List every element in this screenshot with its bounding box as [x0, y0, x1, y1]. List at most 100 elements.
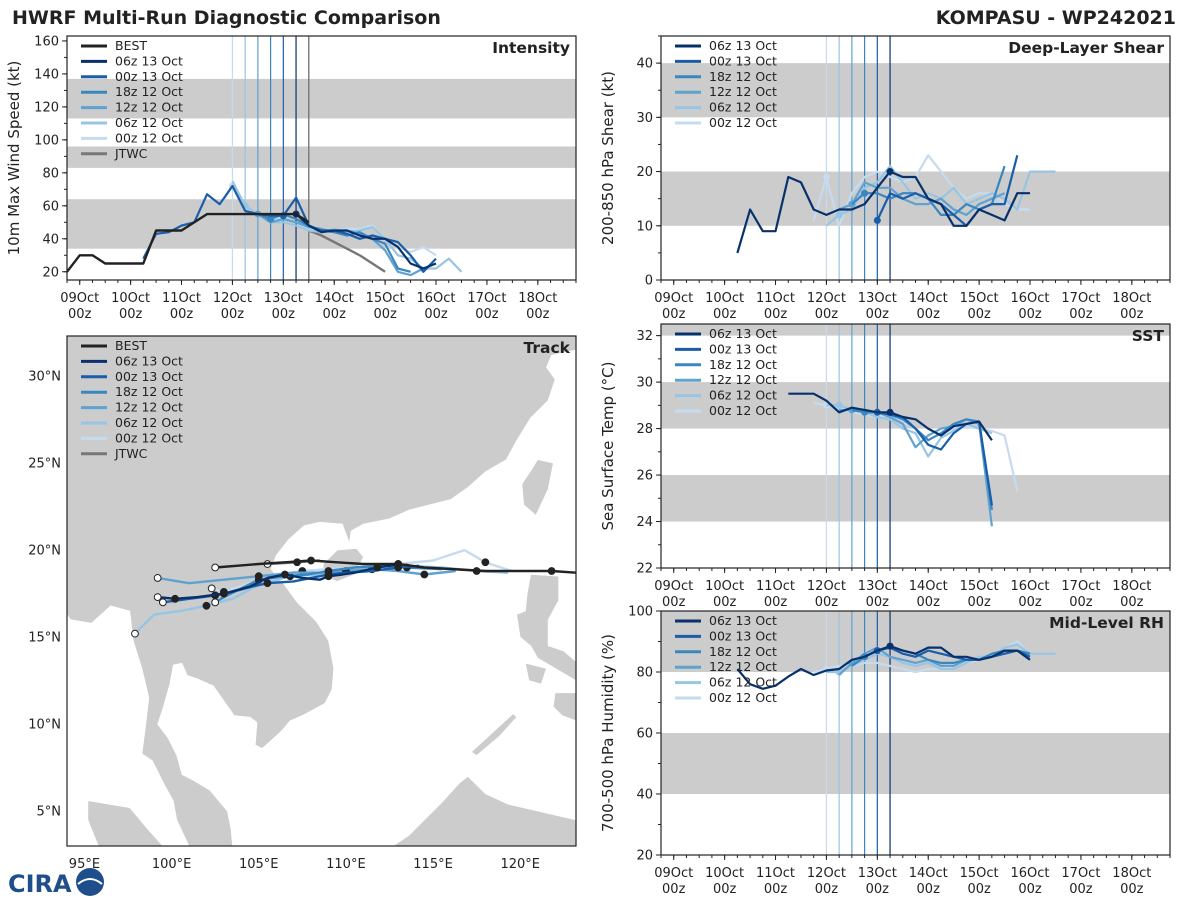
x-tick-label-date: 14Oct — [315, 291, 354, 306]
taiwan-island — [521, 459, 554, 516]
x-tick-label-date: 13Oct — [264, 291, 303, 306]
x-tick-label-date: 14Oct — [909, 291, 948, 306]
panel-title: Intensity — [492, 39, 570, 57]
legend-label: 00z 12 Oct — [709, 403, 777, 418]
x-tick-label-date: 18Oct — [1112, 291, 1151, 306]
track-panel: 95°E 100°E 105°E 110°E 115°E 120°E5°N10°N15°N… — [28, 335, 577, 872]
x-tick-label-date: 11Oct — [756, 866, 795, 881]
x-tick-label-hour: 00z — [1069, 595, 1093, 610]
init-marker — [822, 173, 830, 181]
x-tick-label-hour: 00z — [1018, 882, 1042, 897]
legend-label: 06z 12 Oct — [709, 675, 777, 690]
y-tick-label: 80 — [42, 166, 59, 181]
legend-label: 00z 12 Oct — [115, 130, 183, 145]
init-marker — [886, 408, 894, 416]
legend-label: 00z 13 Oct — [709, 628, 777, 643]
y-tick-label: 60 — [636, 727, 653, 742]
shear-panel: 01020304009Oct00z10Oct00z11Oct00z12Oct00… — [599, 35, 1171, 322]
y-tick-label: 20 — [42, 265, 59, 280]
legend-label: BEST — [115, 338, 147, 353]
sumatra-island — [87, 800, 164, 846]
track-line — [215, 559, 576, 574]
x-tick-label-date: 09Oct — [654, 291, 693, 306]
sst-panel: 22242628303209Oct00z10Oct00z11Oct00z12Oc… — [599, 323, 1171, 610]
x-tick-label-hour: 00z — [272, 307, 296, 322]
x-tick-label-hour: 00z — [967, 882, 991, 897]
y-tick-label: 28 — [636, 422, 653, 437]
legend-label: 06z 13 Oct — [709, 613, 777, 628]
longitude-label: 105°E — [239, 857, 279, 872]
legend-label: 12z 12 Oct — [709, 659, 777, 674]
series-line — [838, 181, 1006, 216]
x-tick-label-date: 10Oct — [705, 291, 744, 306]
x-tick-label-date: 12Oct — [807, 579, 846, 594]
track-position-marker — [158, 598, 167, 607]
track-position-marker — [420, 570, 429, 579]
x-tick-label-date: 11Oct — [162, 291, 201, 306]
init-marker — [267, 215, 275, 223]
x-tick-label-date: 12Oct — [213, 291, 252, 306]
series-line — [736, 644, 1031, 690]
threshold-band — [661, 63, 1170, 118]
y-tick-label: 26 — [636, 469, 653, 484]
x-tick-label-hour: 00z — [1069, 882, 1093, 897]
y-tick-label: 22 — [636, 562, 653, 577]
legend-label: 00z 13 Oct — [115, 369, 183, 384]
legend-label: 06z 12 Oct — [115, 415, 183, 430]
panel-title: SST — [1132, 327, 1165, 345]
intensity-panel: 2040608010012014016009Oct00z10Oct00z11Oc… — [5, 34, 577, 322]
x-tick-label-date: 13Oct — [858, 579, 897, 594]
storm-name: KOMPASU - WP242021 — [936, 7, 1176, 29]
x-tick-label-hour: 00z — [713, 882, 737, 897]
x-tick-label-date: 13Oct — [858, 291, 897, 306]
figure-title: HWRF Multi-Run Diagnostic Comparison — [12, 7, 441, 29]
legend-label: JTWC — [114, 446, 148, 461]
x-tick-label-hour: 00z — [713, 307, 737, 322]
track-position-marker — [280, 570, 289, 579]
series-line — [736, 170, 1030, 254]
legend-label: 00z 12 Oct — [709, 115, 777, 130]
rh-panel: 2040608010009Oct00z10Oct00z11Oct00z12Oct… — [599, 605, 1171, 897]
x-tick-label-date: 09Oct — [654, 866, 693, 881]
track-position-marker — [207, 584, 216, 593]
x-tick-label-date: 18Oct — [518, 291, 557, 306]
legend-label: 18z 12 Oct — [709, 357, 777, 372]
x-tick-label-hour: 00z — [221, 307, 245, 322]
longitude-label: 120°E — [500, 857, 540, 872]
latitude-label: 15°N — [28, 631, 61, 646]
track-position-marker — [211, 563, 220, 572]
x-tick-label-date: 15Oct — [960, 866, 999, 881]
x-tick-label-hour: 00z — [662, 882, 686, 897]
y-tick-label: 40 — [636, 57, 653, 72]
y-tick-label: 60 — [42, 199, 59, 214]
latitude-label: 20°N — [28, 544, 61, 559]
x-tick-label-hour: 00z — [1120, 882, 1144, 897]
legend-label: 12z 12 Oct — [115, 100, 183, 115]
borneo-island — [392, 775, 576, 846]
x-tick-label-hour: 00z — [119, 307, 143, 322]
x-tick-label-date: 13Oct — [858, 866, 897, 881]
x-tick-label-date: 17Oct — [1061, 291, 1100, 306]
x-tick-label-hour: 00z — [967, 595, 991, 610]
y-axis-label: 700-500 hPa Humidity (%) — [599, 634, 617, 832]
x-tick-label-date: 10Oct — [111, 291, 150, 306]
init-marker — [873, 216, 881, 224]
legend-label: 06z 13 Oct — [115, 353, 183, 368]
threshold-band — [661, 382, 1170, 429]
y-tick-label: 40 — [42, 232, 59, 247]
x-tick-label-hour: 00z — [764, 595, 788, 610]
x-tick-label-date: 17Oct — [467, 291, 506, 306]
legend-label: 06z 13 Oct — [709, 326, 777, 341]
y-tick-label: 30 — [636, 376, 653, 391]
x-tick-label-hour: 00z — [917, 882, 941, 897]
track-position-marker — [307, 556, 315, 565]
plot-area — [661, 36, 1170, 280]
init-marker — [886, 168, 894, 176]
x-tick-label-date: 18Oct — [1112, 579, 1151, 594]
x-tick-label-hour: 00z — [1069, 307, 1093, 322]
legend-label: 06z 12 Oct — [115, 115, 183, 130]
x-tick-label-date: 16Oct — [1011, 291, 1050, 306]
y-tick-label: 100 — [628, 605, 653, 620]
legend-label: 00z 13 Oct — [709, 53, 777, 68]
legend-label: 12z 12 Oct — [709, 372, 777, 387]
